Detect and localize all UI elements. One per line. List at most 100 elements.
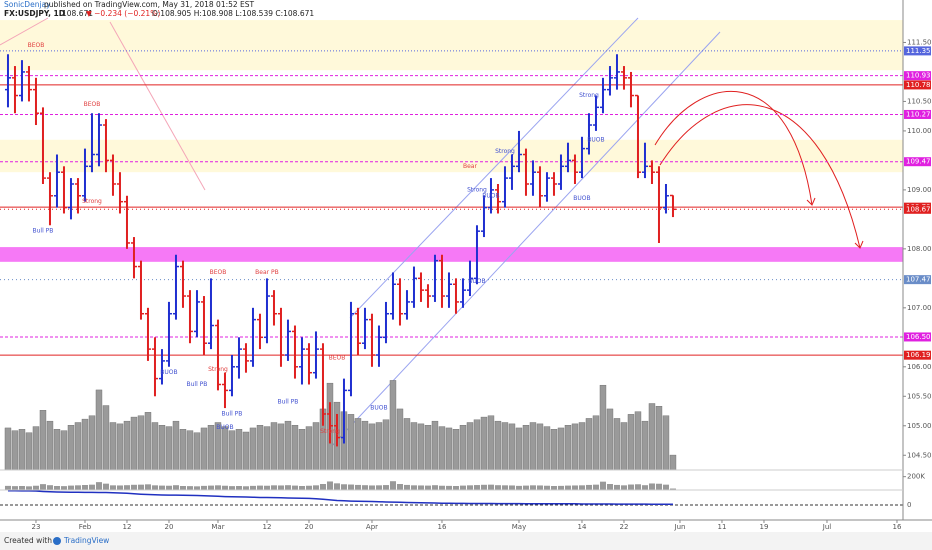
volume-bar bbox=[459, 425, 467, 471]
volume-pane-bar bbox=[557, 485, 564, 490]
volume-pane-bar bbox=[109, 485, 116, 490]
y-tick-label: 200K bbox=[907, 473, 925, 481]
volume-bar bbox=[480, 416, 488, 471]
projection-arc bbox=[659, 104, 861, 249]
volume-pane-bar bbox=[347, 484, 354, 490]
volume-bar bbox=[494, 420, 502, 471]
volume-pane-bar bbox=[256, 485, 263, 490]
level-label: 106.197 bbox=[906, 351, 932, 359]
volume-pane-bar bbox=[606, 484, 613, 490]
volume-bar bbox=[179, 429, 187, 471]
volume-pane-bar bbox=[32, 485, 39, 490]
annotation: BUOB bbox=[573, 195, 590, 202]
volume-pane-bar bbox=[95, 482, 102, 490]
level-label: 108.671 bbox=[906, 205, 932, 213]
volume-pane-bar bbox=[515, 485, 522, 490]
volume-bar bbox=[263, 426, 271, 471]
volume-bar bbox=[368, 423, 376, 471]
level-label: 110.937 bbox=[906, 72, 932, 80]
annotation: BEOB bbox=[210, 269, 227, 276]
annotation: Strong bbox=[579, 92, 599, 99]
volume-pane-bar bbox=[592, 484, 599, 490]
volume-bar bbox=[557, 427, 565, 471]
footer-brand[interactable]: TradingView bbox=[63, 536, 109, 545]
volume-bar bbox=[648, 403, 656, 471]
volume-bar bbox=[74, 422, 82, 471]
volume-pane-bar bbox=[585, 484, 592, 490]
volume-pane-bar bbox=[480, 484, 487, 490]
volume-bar bbox=[550, 429, 558, 471]
volume-bar bbox=[417, 423, 425, 471]
volume-pane-bar bbox=[263, 485, 270, 490]
volume-pane-bar bbox=[417, 485, 424, 490]
volume-bar bbox=[200, 427, 208, 471]
zone bbox=[0, 247, 903, 262]
annotation: Bear PB bbox=[255, 269, 279, 276]
volume-bar bbox=[634, 411, 642, 471]
volume-bar bbox=[410, 422, 418, 471]
level-label-box bbox=[904, 350, 931, 360]
volume-pane-bar bbox=[403, 484, 410, 490]
level-label: 109.478 bbox=[906, 158, 932, 166]
volume-pane-bar bbox=[270, 485, 277, 490]
x-tick-label: 16 bbox=[438, 523, 447, 531]
volume-pane-bar bbox=[25, 486, 32, 490]
time-axis bbox=[0, 520, 932, 532]
volume-pane-bar bbox=[116, 485, 123, 490]
volume-bar bbox=[4, 427, 12, 471]
volume-pane-bar bbox=[151, 485, 158, 490]
annotation: Strong bbox=[467, 186, 487, 193]
volume-pane-bar bbox=[46, 485, 53, 490]
volume-pane-bar bbox=[431, 485, 438, 490]
volume-pane-bar bbox=[179, 486, 186, 490]
x-tick-label: 11 bbox=[718, 523, 727, 531]
volume-bar bbox=[515, 427, 523, 471]
volume-pane-bar bbox=[200, 485, 207, 490]
volume-pane-bar bbox=[214, 485, 221, 490]
volume-bar bbox=[361, 420, 369, 471]
volume-bar bbox=[158, 425, 166, 471]
volume-bar bbox=[11, 430, 19, 471]
background bbox=[0, 20, 903, 262]
volume-bar bbox=[599, 384, 607, 471]
volume-pane-bar bbox=[11, 486, 18, 490]
volume-pane-bar bbox=[389, 481, 396, 490]
annotation: BUOB bbox=[216, 424, 233, 431]
annotation: Bull PB bbox=[33, 228, 54, 235]
annotation: BUOB bbox=[160, 369, 177, 376]
x-tick-label: 20 bbox=[165, 523, 174, 531]
last-price: 108.671 bbox=[62, 9, 93, 18]
volume-bar bbox=[529, 422, 537, 471]
volume-pane-bar bbox=[438, 485, 445, 490]
volume-pane-bar bbox=[277, 485, 284, 490]
volume-pane-bar bbox=[249, 485, 256, 490]
volume-bar bbox=[256, 425, 264, 471]
author[interactable]: SonicDenjay bbox=[4, 0, 51, 9]
volume-bar bbox=[228, 430, 236, 471]
volume-bar bbox=[53, 429, 61, 471]
volume-bar bbox=[235, 429, 243, 471]
x-tick-label: 22 bbox=[620, 523, 629, 531]
volume-bar bbox=[564, 425, 572, 471]
volume-pane-bar bbox=[550, 486, 557, 490]
volume-bar bbox=[291, 425, 299, 471]
annotation: BUOB bbox=[468, 278, 485, 285]
volume-pane-bar bbox=[242, 486, 249, 490]
volume-bar bbox=[522, 425, 530, 471]
y-tick-label: 108.000 bbox=[907, 245, 932, 253]
volume-bar bbox=[655, 406, 663, 471]
level-label-box bbox=[904, 157, 931, 167]
volume-pane-bar bbox=[522, 485, 529, 490]
volume-pane-bar bbox=[137, 484, 144, 490]
volume-bar bbox=[382, 419, 390, 471]
volume-pane-bar bbox=[361, 485, 368, 490]
volume-bar bbox=[389, 380, 397, 471]
volume-pane-bar bbox=[340, 484, 347, 490]
volume-pane-bar bbox=[326, 481, 333, 490]
volume-bar bbox=[613, 418, 621, 471]
volume-bar bbox=[641, 420, 649, 471]
level-label-box bbox=[904, 46, 931, 56]
volume-bar bbox=[606, 408, 614, 471]
volume-pane-bar bbox=[375, 485, 382, 490]
volume-bar bbox=[305, 426, 313, 471]
